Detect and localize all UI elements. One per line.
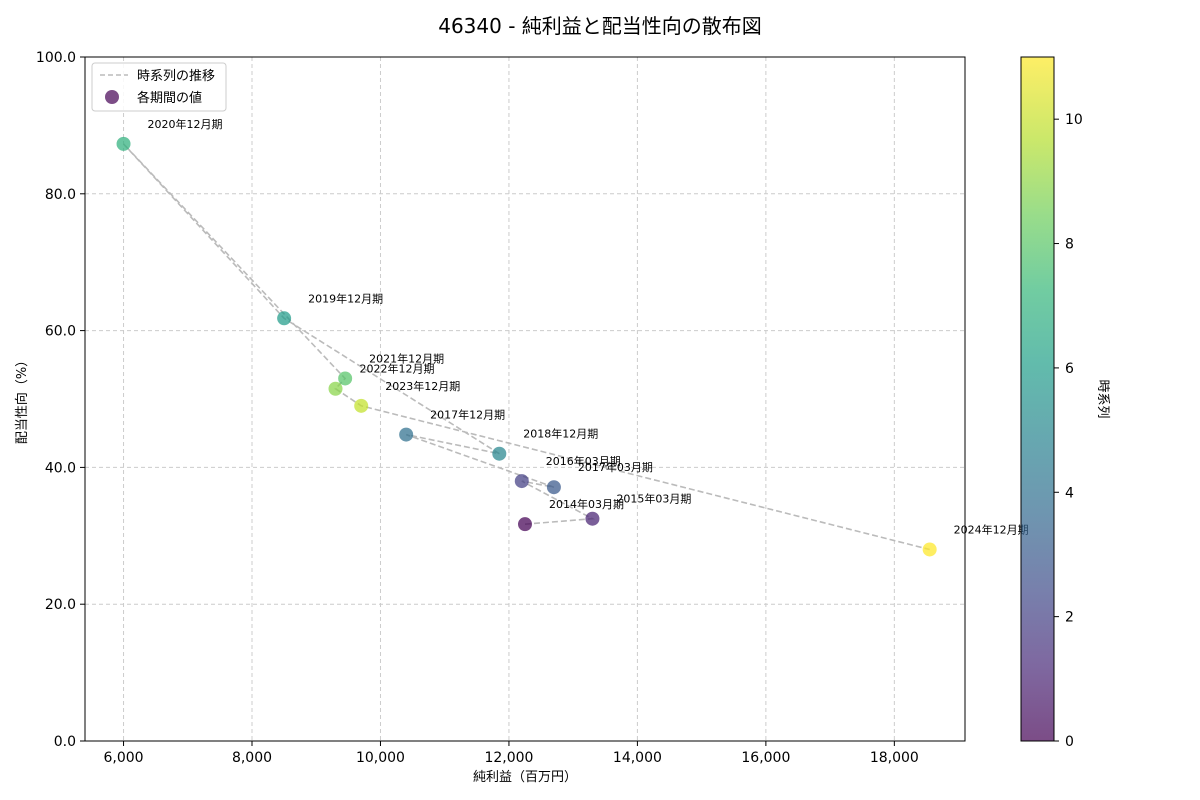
point-label: 2015年03月期 — [616, 492, 691, 506]
point-label: 2023年12月期 — [385, 379, 460, 393]
series-line — [122, 143, 930, 551]
y-axis-label: 配当性向（%） — [14, 354, 30, 444]
data-point — [922, 542, 937, 557]
point-label: 2020年12月期 — [148, 117, 223, 131]
legend-point-swatch — [105, 90, 119, 104]
point-label: 2021年12月期 — [369, 351, 444, 365]
grid — [85, 56, 965, 742]
point-label: 2024年12月期 — [954, 522, 1029, 536]
point-label: 2016年03月期 — [546, 454, 621, 468]
colorbar-tick-label: 0 — [1065, 734, 1074, 750]
y-tick-label: 60.0 — [45, 324, 76, 340]
data-point — [328, 381, 343, 396]
data-point — [338, 371, 353, 386]
y-tick-label: 0.0 — [54, 734, 76, 750]
x-tick-label: 18,000 — [870, 750, 919, 766]
x-tick-label: 14,000 — [613, 750, 662, 766]
trend-line — [122, 143, 930, 551]
data-point — [492, 446, 507, 461]
data-point — [277, 311, 292, 326]
y-tick-label: 20.0 — [45, 597, 76, 613]
x-tick-label: 10,000 — [356, 750, 405, 766]
data-point — [546, 480, 561, 495]
colorbar-gradient — [1020, 56, 1055, 742]
y-tick-label: 100.0 — [36, 50, 76, 66]
point-label: 2022年12月期 — [360, 362, 435, 376]
point-label: 2017年03月期 — [578, 460, 653, 474]
point-label: 2014年03月期 — [549, 497, 624, 511]
colorbar-tick-label: 6 — [1065, 361, 1074, 377]
data-point — [354, 398, 369, 413]
y-tick-label: 80.0 — [45, 187, 76, 203]
data-point — [514, 474, 529, 489]
legend: 時系列の推移 各期間の値 — [91, 62, 227, 112]
x-axis-label: 純利益（百万円） — [473, 770, 577, 785]
data-point — [116, 136, 131, 151]
x-tick-label: 12,000 — [484, 750, 533, 766]
plot-frame — [84, 56, 966, 742]
colorbar-tick-label: 2 — [1065, 610, 1074, 626]
y-tick-label: 40.0 — [45, 460, 76, 476]
x-axis-ticks: 6,000 8,000 10,000 12,000 14,000 16,000 18,000 — [103, 741, 919, 766]
data-point — [399, 427, 414, 442]
legend-point-label: 各期間の値 — [137, 90, 202, 106]
x-tick-label: 6,000 — [103, 750, 143, 766]
point-label: 2017年12月期 — [430, 408, 505, 422]
data-point — [585, 511, 600, 526]
colorbar-label: 時系列 — [1095, 379, 1110, 418]
legend-line-label: 時系列の推移 — [137, 69, 215, 84]
x-tick-label: 8,000 — [232, 750, 272, 766]
colorbar-ticks: 0 2 4 6 8 10 — [1054, 112, 1083, 750]
colorbar: 0 2 4 6 8 10 時系列 — [1020, 56, 1110, 750]
data-point — [518, 517, 532, 532]
chart-title: 46340 - 純利益と配当性向の散布図 — [438, 14, 762, 38]
y-axis-ticks: 0.0 20.0 40.0 60.0 80.0 100.0 — [36, 50, 85, 750]
colorbar-tick-label: 10 — [1065, 112, 1083, 128]
point-label: 2019年12月期 — [308, 291, 383, 305]
x-tick-label: 16,000 — [741, 750, 790, 766]
point-label: 2018年12月期 — [523, 427, 598, 441]
colorbar-tick-label: 4 — [1065, 485, 1074, 501]
colorbar-tick-label: 8 — [1065, 237, 1074, 253]
series-points — [116, 136, 937, 557]
